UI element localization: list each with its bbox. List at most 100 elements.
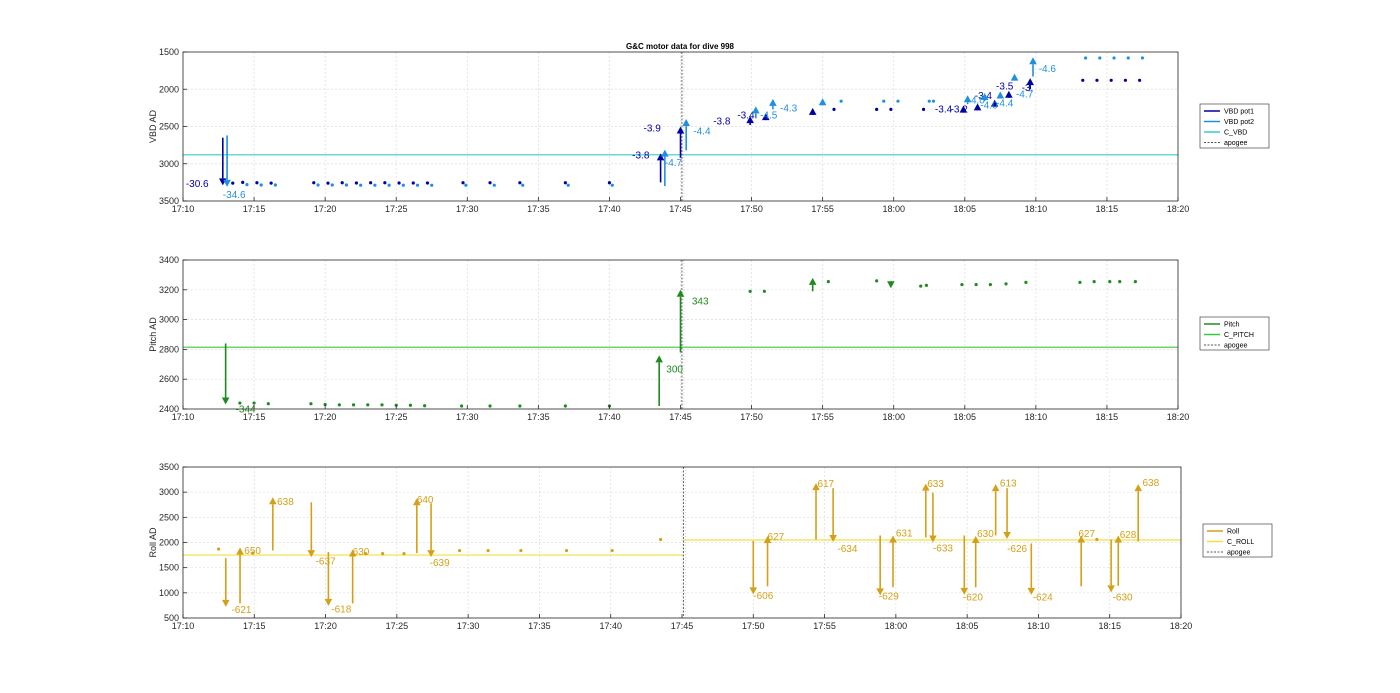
vbd-pot1-arrow-label: -3. (1022, 83, 1034, 94)
pitch-arrow-head (676, 289, 685, 297)
roll-arrow-head (307, 550, 316, 558)
x-tick-label: 17:10 (172, 412, 195, 422)
vbd-pot1-arrow-head (761, 113, 770, 121)
vbd-pot1-point (518, 181, 522, 185)
pitch-point (1024, 280, 1028, 284)
roll-arrow-head (348, 549, 357, 557)
pitch-point (1133, 280, 1137, 284)
vbd-pot2-point (839, 99, 843, 103)
pitch-arrow-label: -344 (236, 405, 256, 416)
pitch-point (1108, 280, 1112, 284)
vbd-pot1-arrow-label: -3.8 (713, 116, 731, 127)
vbd-pot2-arrow-head (682, 119, 690, 127)
roll-arrow-label: 627 (768, 532, 785, 543)
vbd-pot1-arrow-label: -30.6 (186, 179, 209, 190)
pitch-point (488, 404, 492, 408)
roll-arrow-head (971, 535, 980, 543)
pitch-point (408, 403, 413, 407)
roll-arrow-label: -637 (316, 557, 336, 568)
x-tick-label: 17:20 (314, 621, 337, 631)
roll-arrow-head (221, 599, 230, 607)
y-tick-label: 2000 (159, 538, 179, 548)
pitch-point (924, 283, 929, 287)
pitch-point (323, 402, 327, 407)
roll-arrow-head (1003, 531, 1011, 539)
vbd-pot2-arrow-head (661, 149, 669, 157)
roll-arrow-head (929, 535, 937, 543)
x-tick-label: 17:25 (385, 204, 408, 214)
vbd-pot2-arrow-head (1029, 57, 1037, 65)
vbd-pot1-point (411, 181, 415, 185)
roll-arrow-label: 638 (277, 497, 294, 508)
x-tick-label: 17:10 (172, 204, 195, 214)
vbd-pot1-point (312, 181, 316, 185)
roll-arrow-label: 638 (1143, 478, 1160, 489)
vbd-pot1-arrow-label: -3.5 (996, 81, 1014, 92)
x-tick-label: 18:00 (885, 621, 908, 631)
pitch-arrow-head (655, 355, 663, 363)
roll-point (402, 551, 406, 556)
vbd-pot2-arrow-label: -4.7 (1016, 89, 1034, 100)
roll-arrow-head (324, 598, 333, 606)
legend-entry: apogee (1227, 550, 1250, 557)
x-tick-label: 17:15 (243, 621, 266, 631)
vbd-pot1-point (607, 181, 612, 185)
vbd-pot1-arrow-head (1005, 90, 1013, 98)
vbd-pot1-arrow-head (959, 105, 968, 113)
vbd-pot2-arrow-label: -34.6 (223, 190, 246, 201)
pitch-point (380, 403, 384, 407)
vbd-pot1-point (241, 180, 245, 184)
roll-arrow-head (991, 484, 1000, 492)
x-tick-label: 17:10 (172, 621, 195, 631)
vbd-pot2-arrow-label: -4.4 (693, 127, 711, 138)
pitch-point (748, 289, 752, 293)
vbd-pot2-point (1098, 56, 1102, 60)
vbd-pot2-arrow-label: -4.0 (980, 101, 998, 112)
vbd-pot2-point (492, 183, 496, 187)
vbd-pot1-point (1095, 78, 1099, 82)
vbd-pot2-arrow-head (223, 179, 231, 187)
vbd-pot2-point (359, 183, 363, 187)
pitch-arrow-label: 343 (692, 297, 709, 308)
roll-arrow-label: -633 (933, 544, 953, 555)
vbd-pot2-arrow-label: -4.6 (1039, 64, 1057, 75)
y-tick-label: 500 (164, 613, 179, 623)
roll-point (217, 547, 221, 551)
roll-arrow-head (427, 550, 435, 558)
vbd-pot2-arrow-head (996, 91, 1005, 99)
roll-arrow-head (1027, 587, 1036, 595)
pitch-point (518, 404, 522, 408)
x-tick-label: 17:20 (314, 412, 337, 422)
roll-arrow-label: -620 (963, 592, 983, 603)
y-axis-label: Roll AD (148, 527, 158, 558)
roll-arrow-label: 633 (927, 479, 944, 490)
y-tick-label: 3200 (159, 285, 179, 295)
pitch-point (252, 401, 256, 405)
vbd-pot1-arrow-label: -3.4 (935, 104, 953, 115)
vbd-pot1-point (875, 107, 879, 111)
vbd-pot1-point (461, 181, 465, 185)
x-tick-label: 18:05 (954, 412, 977, 422)
vbd-pot2-point (344, 183, 349, 187)
x-tick-label: 17:30 (456, 204, 479, 214)
x-tick-label: 17:50 (740, 412, 763, 422)
pitch-arrow-head (808, 277, 817, 285)
x-tick-label: 17:15 (243, 412, 266, 422)
pitch-point (875, 279, 879, 283)
pitch-arrow-label: 300 (666, 365, 683, 376)
vbd-pot1-point (921, 107, 926, 111)
x-tick-label: 18:20 (1167, 204, 1190, 214)
roll-arrow-head (876, 588, 884, 596)
vbd-pot1-point (1138, 78, 1142, 82)
vbd-pot1-point (1109, 78, 1113, 82)
vbd-pot2-arrow-label: -4.0 (968, 95, 986, 106)
vbd-pot2-arrow-head (752, 106, 760, 114)
chart-title: G&C motor data for dive 998 (626, 42, 735, 51)
legend-entry: C_PITCH (1224, 332, 1254, 339)
x-tick-label: 18:10 (1025, 412, 1048, 422)
x-tick-label: 17:55 (811, 204, 834, 214)
x-tick-label: 18:05 (954, 204, 977, 214)
x-tick-label: 18:20 (1167, 412, 1190, 422)
